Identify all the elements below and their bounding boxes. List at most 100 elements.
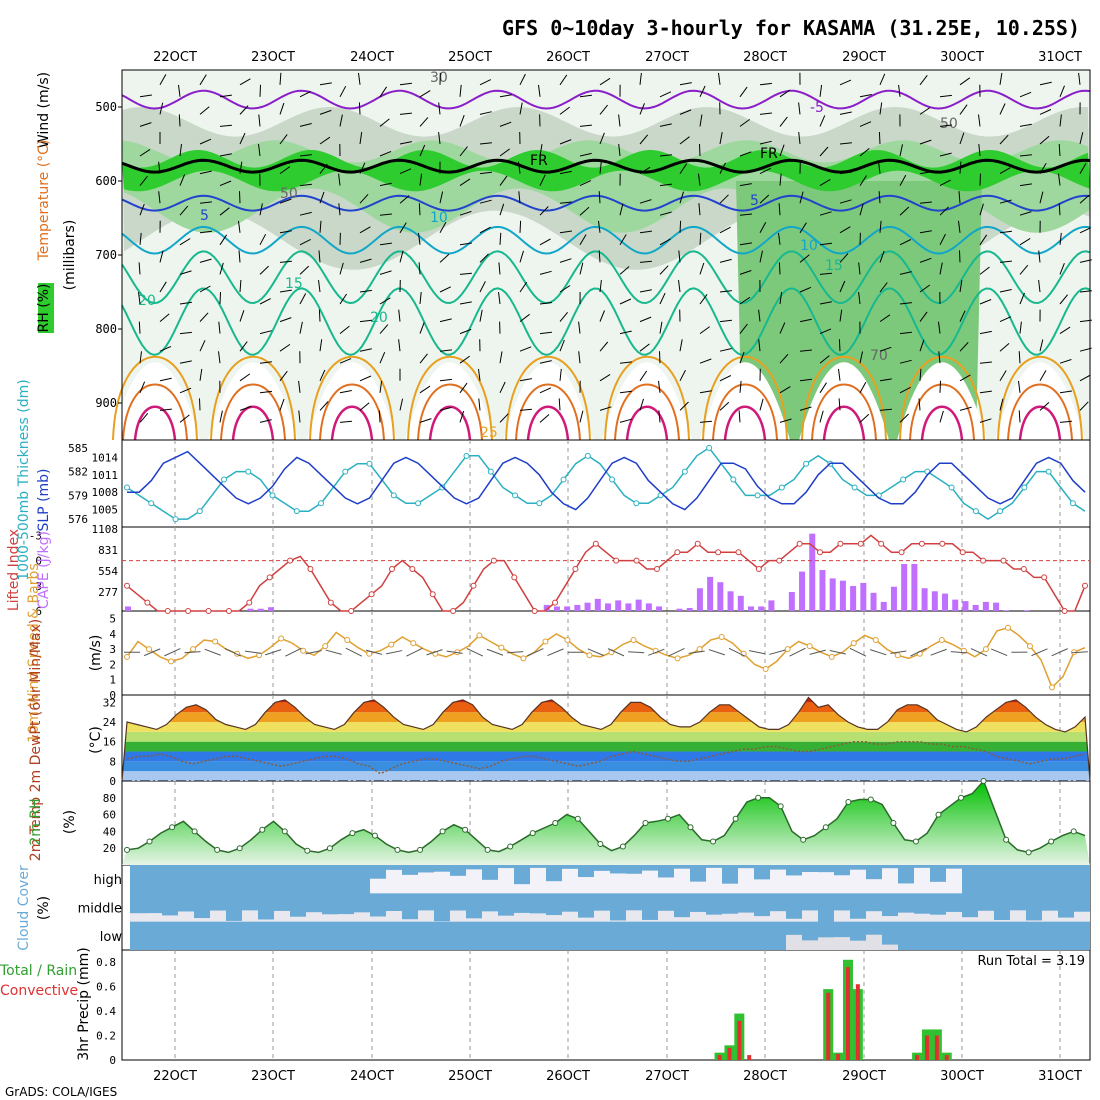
wind-barb: [419, 353, 428, 364]
wind-speed-series-line: [126, 626, 1086, 689]
contour-label: 25: [480, 425, 498, 441]
wind-barb: [939, 410, 944, 423]
wind-barb: [599, 280, 602, 293]
wind-barb: [199, 312, 209, 322]
wind-barb: [418, 262, 421, 275]
cloud-cell-middle: [930, 914, 946, 922]
cape-bar: [1023, 610, 1030, 611]
contour-20c: [121, 287, 1091, 356]
wind-barb: [259, 203, 263, 216]
wind-barb: [939, 206, 949, 216]
wind-barb: [179, 414, 190, 423]
contour-35c: [625, 405, 669, 441]
cape-bar: [982, 601, 989, 611]
thickness-series-point: [172, 516, 179, 523]
wind-barb: [339, 325, 350, 334]
cloud-cell-high: [514, 884, 530, 894]
wind-barb: [779, 144, 785, 157]
lifted-index-series-point: [796, 540, 803, 547]
surface-wind-barb: [829, 650, 846, 655]
contour-25c: [604, 355, 690, 441]
rh-band-90: [122, 149, 1090, 192]
cloud-cell-middle: [834, 910, 850, 922]
lifted-index-series-point: [368, 591, 375, 598]
li-tick: 6: [35, 605, 42, 618]
li-tick: 0: [35, 555, 42, 568]
wind-barb: [519, 220, 522, 233]
contour-25c: [407, 355, 493, 441]
wind-barb: [139, 412, 149, 423]
cloud-cell-middle: [946, 911, 962, 922]
cloud-cell-middle: [210, 910, 226, 922]
wind-barb: [819, 272, 832, 275]
warm-dome: [799, 362, 889, 440]
wind-unit-label: (m/s): [88, 635, 104, 672]
surface-wind-barb: [466, 647, 484, 657]
wind-barb: [399, 168, 412, 175]
wind-barb: [579, 152, 592, 157]
wind-barb: [519, 281, 528, 293]
wind-barb: [1059, 359, 1072, 364]
thickness-series-point: [633, 500, 640, 507]
wind-barb: [559, 201, 572, 204]
wind-barb: [539, 144, 543, 157]
wind-barb: [959, 374, 971, 382]
wind-barb: [279, 289, 292, 293]
wind-barb: [279, 198, 292, 204]
cloud-cell-middle: [594, 910, 610, 922]
wind-barb: [778, 262, 781, 275]
thickness-series-point: [778, 484, 785, 491]
wind-barb: [879, 250, 885, 263]
lifted-index-series-point: [287, 557, 294, 564]
wind-barb: [999, 134, 1009, 145]
wind-barb: [799, 406, 812, 411]
cloud-cell-middle: [162, 915, 178, 922]
cape-bar: [543, 604, 550, 611]
wind-barb: [599, 406, 612, 411]
wind-barb: [919, 139, 932, 145]
slp-series-line: [127, 450, 1086, 511]
wind-barb: [939, 94, 952, 98]
temp-band: [122, 761, 1090, 772]
wind-barb: [498, 262, 501, 275]
wind-barb: [939, 179, 951, 187]
wind-barb: [799, 378, 812, 382]
wind-barb: [1039, 81, 1052, 86]
wind-barb: [1039, 339, 1044, 352]
cloud-cell-middle: [498, 915, 514, 922]
rh-series-point: [1003, 836, 1010, 843]
wind-barb: [559, 368, 562, 381]
wind-barb: [199, 368, 203, 381]
cape-bar: [758, 606, 765, 611]
wind-speed-series-point: [762, 666, 769, 673]
wind-barb: [339, 420, 352, 423]
cape-bar: [870, 592, 877, 611]
contour-label: 50: [940, 116, 958, 132]
wind-barb: [1079, 374, 1091, 382]
wind-barb: [158, 161, 161, 174]
wind-barb: [899, 206, 910, 216]
thickness-series-point: [681, 468, 688, 475]
thickness-series-point: [124, 484, 130, 491]
wind-barb: [639, 230, 652, 234]
precip-tick: 0.8: [96, 956, 116, 969]
wind-barb: [359, 226, 371, 234]
cloud-cell-middle: [1026, 920, 1042, 922]
wind-barb: [979, 361, 992, 364]
cloud-cell-high: [898, 883, 914, 894]
temp-band: [122, 751, 1090, 762]
wind-barb: [299, 265, 310, 275]
cloud-cell-middle: [194, 918, 210, 922]
wind-barb: [519, 378, 532, 382]
wind-barb: [219, 207, 230, 216]
surface-wind-barb: [345, 647, 363, 657]
wind-barb: [938, 351, 941, 364]
wind-barb: [518, 161, 521, 174]
wind-barb: [298, 380, 301, 393]
wind-barb: [659, 154, 672, 157]
wind-barb: [419, 144, 426, 157]
thickness-series-point: [997, 508, 1004, 515]
lifted-index-series-point: [633, 557, 640, 564]
wind-barb: [779, 89, 791, 98]
lifted-index-series-point: [470, 582, 477, 589]
